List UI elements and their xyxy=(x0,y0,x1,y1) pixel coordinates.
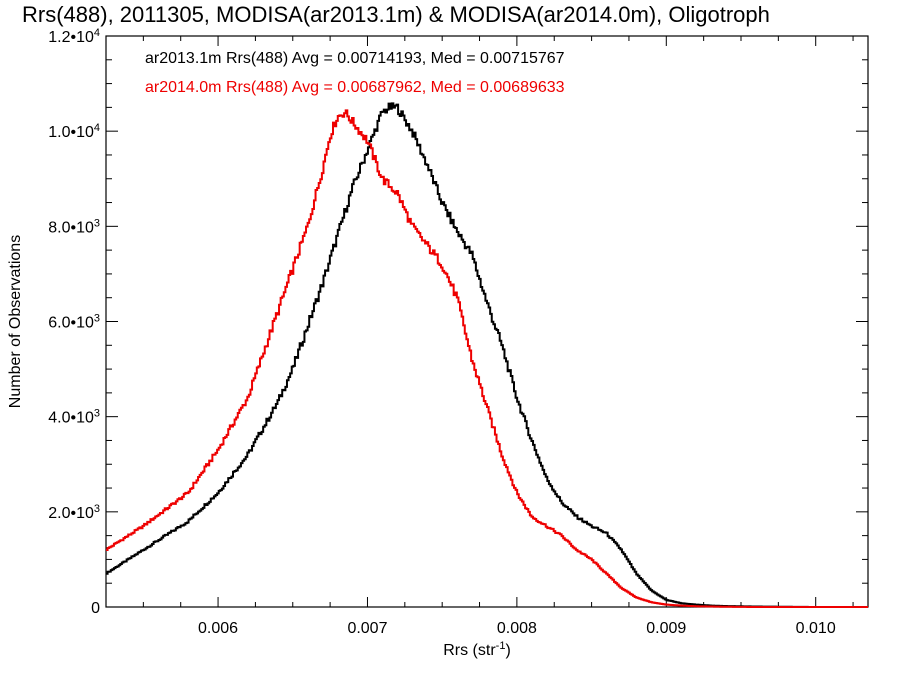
y-tick-label: 6.0•103 xyxy=(48,313,100,332)
y-tick-label: 2.0•103 xyxy=(48,503,100,522)
plot-frame xyxy=(105,35,869,608)
x-tick-label: 0.008 xyxy=(497,620,537,637)
y-tick-label: 1.2•104 xyxy=(48,27,100,46)
x-tick-label: 0.009 xyxy=(646,620,686,637)
x-tick-label: 0.006 xyxy=(198,620,238,637)
legend-entry-ar2014: ar2014.0m Rrs(488) Avg = 0.00687962, Med… xyxy=(145,79,565,96)
series-ar2014-histogram xyxy=(106,109,868,608)
x-axis-title: Rrs (str-1) xyxy=(443,640,511,659)
series-ar2013-histogram xyxy=(106,102,868,608)
legend-entry-ar2013: ar2013.1m Rrs(488) Avg = 0.00714193, Med… xyxy=(145,50,565,67)
axis-ticks: 0.006 0.007 0.008 0.009 0.010 0 2.0•103 4.0•103… xyxy=(48,27,868,637)
y-tick-label: 4.0•103 xyxy=(48,408,100,427)
y-axis-title: Number of Observations xyxy=(7,235,24,408)
x-tick-label: 0.007 xyxy=(347,620,387,637)
y-tick-label: 8.0•103 xyxy=(48,217,100,236)
y-tick-label: 1.0•104 xyxy=(48,122,100,141)
x-tick-label: 0.010 xyxy=(796,620,836,637)
y-tick-label: 0 xyxy=(91,600,100,617)
series-layer xyxy=(106,102,868,608)
chart-title: Rrs(488), 2011305, MODISA(ar2013.1m) & M… xyxy=(22,2,770,27)
